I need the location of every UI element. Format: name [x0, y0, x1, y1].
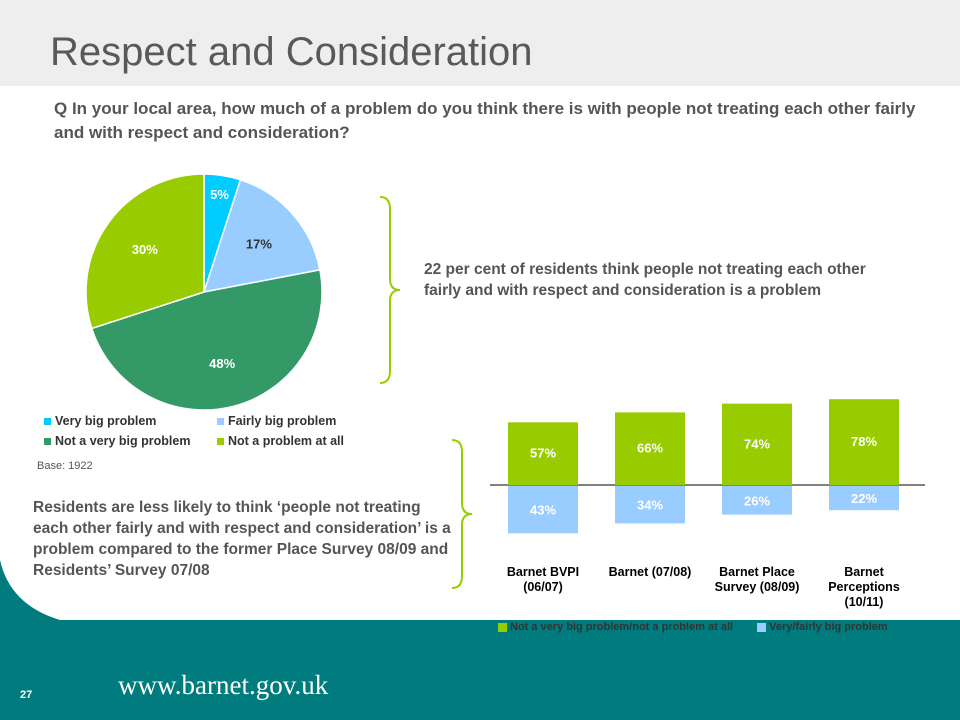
category-label: (10/11) — [845, 595, 884, 609]
brace-top — [379, 196, 401, 384]
legend-fairly-big: Fairly big problem — [217, 414, 336, 428]
bar-legend: Not a very big problem/not a problem at … — [498, 621, 912, 633]
legend-label: Not a very big problem — [55, 434, 191, 448]
bar-big-problem — [508, 486, 578, 534]
page-number: 27 — [20, 689, 33, 701]
bar-not-a-problem — [829, 399, 899, 485]
legend-swatch — [217, 417, 224, 425]
bar-label: 66% — [637, 441, 663, 456]
category-label: Barnet — [844, 565, 884, 579]
legend-label: Very/fairly big problem — [769, 621, 888, 633]
bar-big-problem — [829, 486, 899, 511]
footer-url[interactable]: www.barnet.gov.uk — [118, 670, 329, 700]
bar-big-problem — [615, 486, 685, 524]
pie-slice-not-at-all — [85, 173, 205, 330]
category-label: Perceptions — [828, 580, 900, 594]
category-label: Barnet Place — [719, 565, 795, 579]
bar-label: 22% — [851, 491, 877, 506]
legend-label: Fairly big problem — [228, 414, 337, 428]
legend-not-at-all: Not a problem at all — [217, 434, 344, 448]
bar-label: 78% — [851, 434, 877, 449]
bar-chart: 57% 43% Barnet BVPI(06/07) 66% 34% Barnet (07… — [490, 399, 925, 609]
footer-band: 27 www.barnet.gov.uk — [0, 620, 960, 720]
bar-legend-item: Very/fairly big problem — [757, 621, 888, 633]
pie-slice-fairly-big — [202, 178, 321, 293]
legend-label: Very big problem — [55, 414, 157, 428]
category-label: Barnet (07/08) — [609, 565, 692, 579]
category-label: Survey (08/09) — [715, 580, 800, 594]
legend-swatch — [44, 417, 51, 425]
bar-label: 26% — [744, 493, 770, 508]
pie-slice-label: 30% — [132, 242, 158, 257]
category-label: (06/07) — [523, 580, 563, 594]
legend-swatch — [44, 437, 51, 445]
page-title: Respect and Consideration — [50, 30, 533, 74]
bar-label: 34% — [637, 498, 663, 513]
bar-not-a-problem — [615, 412, 685, 485]
bar-label: 43% — [530, 503, 556, 518]
legend-swatch — [217, 437, 224, 445]
bar-label: 57% — [530, 446, 556, 461]
pie-slice-not-very-big — [90, 269, 323, 411]
note-top: 22 per cent of residents think people no… — [424, 261, 866, 299]
pie-slice-label: 17% — [246, 237, 272, 252]
corner-swoosh — [0, 560, 60, 630]
survey-question: Q In your local area, how much of a prob… — [54, 99, 916, 142]
base-size: Base: 1922 — [37, 460, 93, 472]
bar-big-problem — [722, 486, 792, 515]
legend-swatch — [757, 622, 767, 632]
bar-not-a-problem — [722, 403, 792, 485]
bar-label: 74% — [744, 436, 770, 451]
category-label: Barnet BVPI — [507, 565, 579, 579]
bar-not-a-problem — [508, 422, 578, 485]
title-band — [0, 0, 960, 86]
bar-legend-item: Not a very big problem/not a problem at … — [498, 621, 733, 633]
brace-bottom — [451, 439, 473, 589]
legend-label: Not a problem at all — [228, 434, 344, 448]
legend-not-very-big: Not a very big problem — [44, 434, 190, 448]
legend-label: Not a very big problem/not a problem at … — [510, 621, 734, 633]
pie-chart: 5% 17% 48% 30% — [85, 173, 323, 411]
note-bottom: Residents are less likely to think ‘peop… — [33, 499, 451, 579]
pie-slice-label: 5% — [210, 187, 229, 202]
legend-very-big: Very big problem — [44, 414, 156, 428]
pie-slice-label: 48% — [209, 356, 235, 371]
legend-swatch — [498, 622, 507, 632]
